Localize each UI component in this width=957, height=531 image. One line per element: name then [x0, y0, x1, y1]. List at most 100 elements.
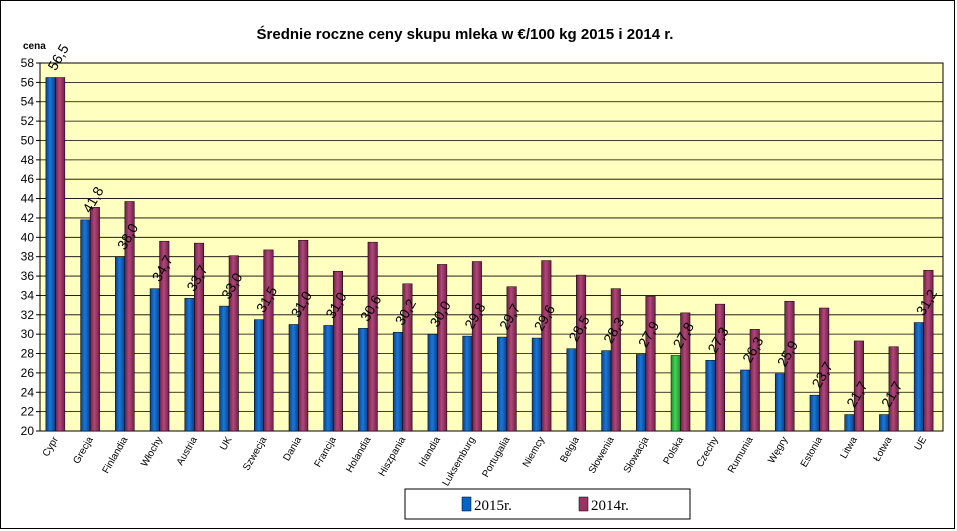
y-tick-label: 36 [21, 269, 35, 283]
bar-2015r-22 [809, 394, 820, 432]
y-tick-label: 32 [21, 308, 35, 322]
y-axis-label: cena [23, 41, 46, 52]
legend-label-2014: 2014r. [591, 498, 629, 514]
y-tick-label: 26 [21, 366, 35, 380]
bar-2014r-8 [332, 270, 343, 432]
category-label: Holandia [344, 435, 373, 475]
bars [45, 77, 934, 432]
category-label: Czechy [695, 435, 721, 469]
category-label: Szwecja [241, 435, 269, 473]
bar-2015r-16 [601, 350, 612, 432]
bar-2014r-14 [541, 260, 552, 432]
category-label: Francja [313, 435, 339, 470]
bar-2015r-20 [740, 369, 751, 432]
y-tick-label: 40 [21, 230, 35, 244]
category-label: Rumunia [726, 435, 756, 476]
bar-2014r-17 [645, 296, 656, 432]
bar-2014r-21 [784, 300, 795, 432]
category-label: Finlandia [101, 435, 131, 476]
bar-2015r-7 [288, 324, 299, 432]
bar-2015r-17 [636, 354, 647, 432]
y-tick-label: 24 [21, 385, 35, 399]
bar-2015r-8 [323, 325, 334, 432]
category-label: Włochy [139, 435, 165, 469]
bar-2015r-25 [913, 322, 924, 432]
y-tick-label: 42 [21, 211, 35, 225]
bar-2014r-12 [471, 261, 482, 432]
category-label: Węgry [766, 435, 790, 466]
bar-2015r-13 [497, 336, 508, 432]
bar-2014r-0 [55, 77, 66, 432]
category-label: UK [218, 435, 235, 453]
bar-2015r-5 [219, 305, 230, 432]
y-tick-label: 48 [21, 153, 35, 167]
bar-2015r-1 [80, 219, 91, 432]
bar-2015r-0 [45, 77, 56, 432]
bar-2014r-5 [228, 255, 239, 432]
category-label: Luksemburg [441, 435, 478, 488]
bar-2015r-12 [462, 335, 473, 432]
category-label: Portugalia [480, 435, 512, 480]
category-label: Belgia [558, 435, 582, 465]
category-label: Słowenia [587, 435, 617, 476]
bar-2015r-24 [879, 414, 890, 432]
y-tick-label: 50 [21, 133, 35, 147]
bar-2014r-15 [576, 274, 587, 432]
bar-2015r-3 [149, 288, 160, 432]
y-tick-label: 54 [21, 95, 35, 109]
bar-2015r-21 [774, 373, 785, 432]
category-label: Polska [662, 435, 687, 467]
category-label: Hiszpania [377, 435, 409, 479]
plot-area [39, 62, 944, 432]
category-label: Estonia [799, 435, 825, 470]
bar-2015r-19 [705, 360, 716, 432]
legend-box [404, 488, 691, 520]
category-label: Dania [281, 435, 304, 464]
bar-2014r-16 [610, 288, 621, 432]
bar-2014r-18 [680, 312, 691, 432]
bar-2014r-19 [715, 303, 725, 432]
legend: 2015r. 2014r. [404, 488, 691, 520]
bar-2014r-7 [298, 239, 309, 432]
bar-2014r-10 [402, 283, 413, 432]
bar-2015r-14 [531, 337, 542, 432]
y-axis-ticks: 20 22 24 26 28 30 32 34 36 38 40 42 44 46 48 50 52 54 56 58 [21, 56, 40, 438]
category-label: Litwa [839, 435, 860, 461]
bar-2015r-2 [115, 256, 126, 432]
bar-2015r-6 [254, 319, 264, 432]
y-tick-label: 58 [21, 56, 35, 70]
category-label: Słowacja [622, 435, 652, 476]
bar-2014r-1 [89, 207, 100, 432]
y-tick-label: 20 [21, 424, 35, 438]
bar-2015r-18 [670, 355, 681, 432]
y-tick-label: 30 [21, 327, 35, 341]
bar-2014r-22 [819, 307, 830, 432]
legend-swatch-2014 [578, 496, 589, 512]
y-tick-label: 38 [21, 250, 35, 264]
bar-2015r-9 [358, 328, 369, 432]
bar-2014r-4 [194, 242, 205, 432]
y-tick-label: 52 [21, 114, 35, 128]
category-label: Austria [175, 435, 200, 468]
category-label: Irlandia [417, 435, 443, 469]
bar-2014r-23 [853, 340, 864, 432]
chart-title: Średnie roczne ceny skupu mleka w €/100 … [257, 25, 674, 43]
category-label: Grecja [71, 435, 95, 466]
y-tick-label: 28 [21, 347, 35, 361]
bar-2014r-11 [437, 264, 448, 432]
bar-2014r-2 [124, 201, 135, 432]
bar-2015r-23 [844, 414, 855, 432]
bar-2014r-9 [367, 241, 378, 432]
bar-2015r-4 [184, 298, 195, 432]
bar-2014r-20 [749, 329, 760, 432]
bar-2015r-15 [566, 348, 577, 432]
bar-2014r-25 [923, 269, 934, 432]
category-label: Niemcy [521, 435, 547, 469]
bar-2015r-10 [392, 331, 403, 432]
legend-label-2015: 2015r. [474, 498, 512, 514]
bar-2014r-13 [506, 286, 517, 432]
y-tick-label: 46 [21, 172, 35, 186]
category-label: UE [913, 435, 930, 453]
